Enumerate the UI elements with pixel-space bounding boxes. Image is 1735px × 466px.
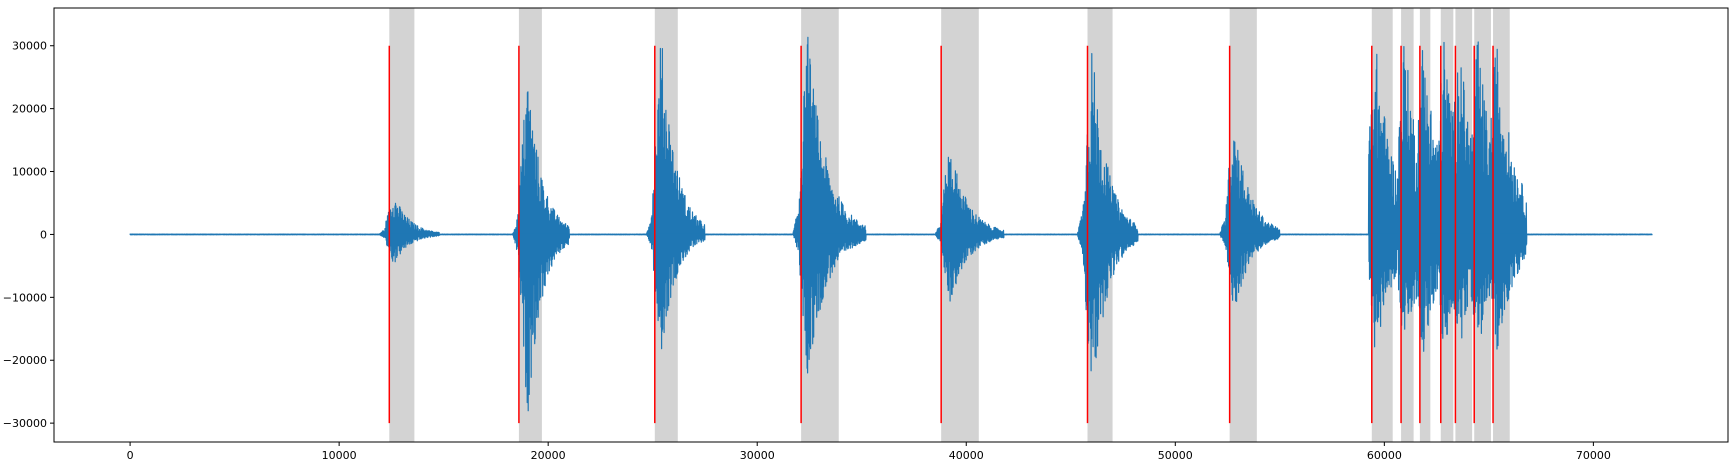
onset-lines bbox=[388, 45, 1494, 424]
y-axis: −30000 −20000 −10000 0 10000 20000 30000 bbox=[3, 40, 54, 430]
x-tick-label: 60000 bbox=[1367, 449, 1402, 462]
y-tick-label: 30000 bbox=[12, 40, 47, 53]
y-tick-label: 20000 bbox=[12, 103, 47, 116]
x-tick-label: 40000 bbox=[949, 449, 984, 462]
axes-frame bbox=[53, 7, 1729, 443]
x-tick-label: 30000 bbox=[740, 449, 775, 462]
y-tick-label: −10000 bbox=[3, 291, 47, 304]
x-tick-label: 50000 bbox=[1158, 449, 1193, 462]
x-tick-label: 20000 bbox=[531, 449, 566, 462]
x-tick-label: 70000 bbox=[1576, 449, 1611, 462]
x-axis: 0 10000 20000 30000 40000 50000 60000 70000 bbox=[127, 442, 1611, 462]
y-tick-label: −30000 bbox=[3, 417, 47, 430]
waveform-series bbox=[129, 36, 1653, 412]
y-tick-label: −20000 bbox=[3, 354, 47, 367]
y-tick-label: 0 bbox=[40, 228, 47, 241]
y-tick-label: 10000 bbox=[12, 166, 47, 179]
x-tick-label: 10000 bbox=[322, 449, 357, 462]
x-tick-label: 0 bbox=[127, 449, 134, 462]
